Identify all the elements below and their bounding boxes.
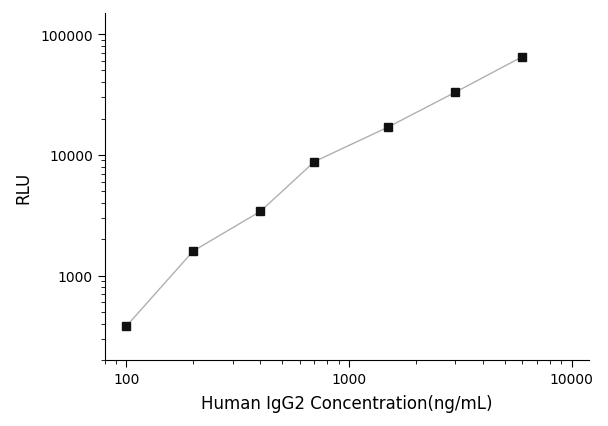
Y-axis label: RLU: RLU — [14, 171, 32, 203]
X-axis label: Human IgG2 Concentration(ng/mL): Human IgG2 Concentration(ng/mL) — [201, 394, 492, 412]
